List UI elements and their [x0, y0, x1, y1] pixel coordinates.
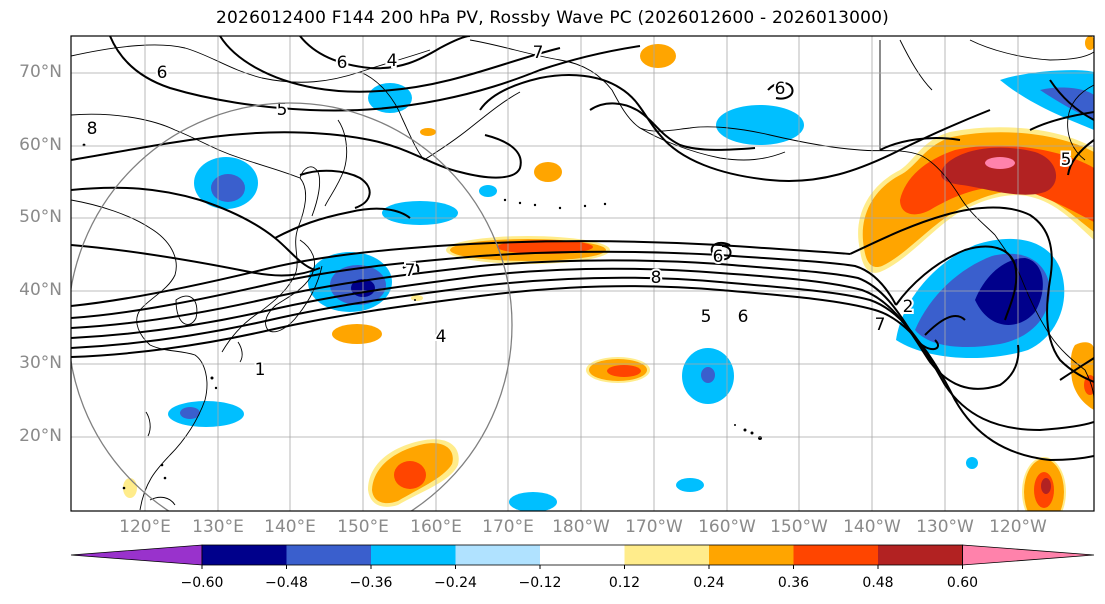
colorbar-tick-label: 0.24 [693, 575, 725, 591]
contour-labels: 7 4 5 6 6 8 5 6 4 1 7 2 7 6 5 6 8 [85, 41, 1074, 382]
map-title: 2026012400 F144 200 hPa PV, Rossby Wave … [216, 8, 889, 28]
contour-label: 4 [387, 51, 398, 71]
contour-label: 5 [277, 100, 288, 120]
colorbar-segment [202, 545, 287, 565]
colorbar-segment [793, 545, 878, 565]
lon-label: 140°E [264, 517, 316, 537]
pv-anomaly-shading [123, 36, 1094, 511]
lon-label: 120°W [989, 517, 1047, 537]
lon-label: 180°W [552, 517, 610, 537]
map-content: 7 4 5 6 6 8 5 6 4 1 7 2 7 6 5 6 8 [71, 36, 1094, 511]
colorbar-tick-label: −0.60 [180, 575, 224, 591]
colorbar-tick-label: −0.48 [265, 575, 308, 591]
lat-label: 30°N [19, 353, 62, 373]
lon-label: 120°E [119, 517, 171, 537]
lat-label: 40°N [19, 280, 62, 300]
colorbar-tick-label: 0.12 [608, 575, 641, 591]
contour-label: 6 [157, 63, 168, 83]
colorbar-segment [878, 545, 963, 565]
lon-label: 140°W [843, 517, 901, 537]
contour-label: 1 [255, 360, 266, 380]
contour-label: 7 [875, 315, 886, 335]
contour-label: 5 [1061, 150, 1072, 170]
contour-label: 5 [701, 307, 712, 327]
colorbar-tick-label: −0.36 [349, 575, 393, 591]
pv-contours [71, 36, 1094, 462]
lon-label: 130°W [916, 517, 974, 537]
contour-label: 6 [713, 247, 724, 267]
colorbar-segment [709, 545, 794, 565]
contour-label: 8 [651, 268, 662, 288]
colorbar-tick-label: 0.48 [862, 575, 894, 591]
colorbar-tick-label: 0.60 [946, 575, 979, 591]
contour-label: 6 [775, 79, 786, 99]
colorbar-segment [624, 545, 709, 565]
colorbar-tick-label: −0.12 [518, 575, 562, 591]
colorbar-segment [455, 545, 540, 565]
colorbar-tick-label: 0.36 [777, 575, 810, 591]
colorbar-tick-label: −0.24 [434, 575, 477, 591]
lon-label: 170°E [482, 517, 534, 537]
colorbar-segment [70, 544, 203, 566]
contour-label: 7 [533, 43, 544, 63]
lon-label: 130°E [192, 517, 244, 537]
lat-label: 70°N [19, 62, 62, 82]
colorbar [70, 544, 1095, 569]
lon-label: 160°W [698, 517, 756, 537]
contour-label: 7 [405, 261, 416, 281]
contour-label: 4 [436, 327, 447, 347]
lon-label: 170°W [625, 517, 683, 537]
contour-label: 8 [87, 119, 98, 139]
map-frame [70, 35, 1095, 512]
colorbar-segment [286, 545, 371, 565]
lon-label: 150°E [337, 517, 389, 537]
range-circle [71, 102, 513, 511]
colorbar-segment [540, 545, 625, 565]
lon-label: 150°W [770, 517, 828, 537]
contour-label: 2 [903, 297, 914, 317]
lat-label: 50°N [19, 207, 62, 227]
colorbar-segment [962, 544, 1095, 566]
contour-label: 6 [337, 53, 348, 73]
colorbar-frame [201, 544, 963, 566]
lat-label: 20°N [19, 426, 62, 446]
contour-label: 6 [738, 307, 749, 327]
lon-label: 160°E [410, 517, 462, 537]
lat-label: 60°N [19, 135, 62, 155]
colorbar-segment [371, 545, 456, 565]
